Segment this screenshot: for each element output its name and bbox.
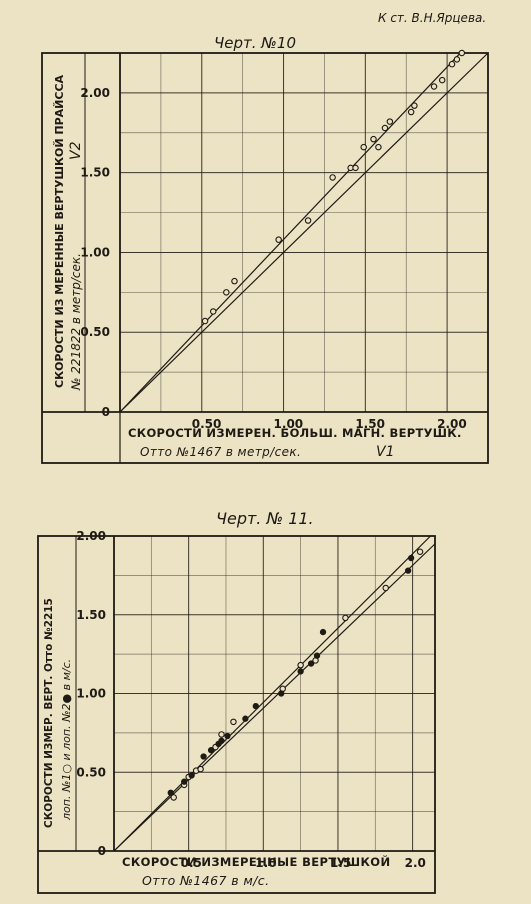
chart-11-filled-point — [407, 554, 415, 562]
chart-10-open-point — [360, 143, 367, 151]
chart-10-grid — [120, 52, 489, 412]
chart-11-filled-point — [307, 660, 315, 667]
chart-10-open-point — [375, 143, 382, 151]
chart-11-reference-lines — [113, 535, 436, 852]
chart-10-open-point — [458, 49, 466, 57]
chart-10-ylabel2: № 221822 в метр/сек. — [69, 253, 83, 391]
chart-10-ytick-label: 1.00 — [80, 245, 110, 259]
chart-11-ylabel2: лоп. №1○ и лоп. №2● в м/с. — [60, 659, 73, 821]
chart-11-points — [167, 548, 424, 801]
chart-11-xlabel: СКОРОСТИ ИЗМЕРЕННЫЕ ВЕРТУШКОЙ — [122, 854, 391, 869]
chart-11-filled-point — [297, 668, 304, 675]
chart-10-open-point — [352, 164, 359, 172]
chart-11-open-point — [342, 614, 349, 622]
chart-10-ytick-label: 0.50 — [80, 325, 110, 339]
chart-10-open-point — [275, 236, 282, 243]
chart-11-xtick-label: 1.0 — [255, 856, 276, 870]
chart-10-open-point — [411, 102, 418, 109]
chart-10-title: Черт. №10 — [214, 34, 296, 52]
chart-11-ylabel: СКОРОСТИ ИЗМЕР. ВЕРТ. Отто №2215 — [43, 598, 55, 828]
chart-10-xlabel2: Отто №1467 в метр/сек. — [140, 445, 301, 459]
chart-10-open-point — [438, 76, 446, 84]
chart-10-xsymbol: V1 — [376, 444, 394, 460]
chart-11-open-point — [416, 548, 424, 555]
chart-11-filled-point — [200, 753, 207, 760]
chart-10-line-1 — [119, 50, 463, 413]
chart-11-grid — [114, 535, 435, 851]
chart-11-filled-point — [207, 747, 215, 754]
chart-10-xtick-label: 1.00 — [274, 417, 304, 431]
chart-11-title: Черт. № 11. — [216, 509, 314, 528]
chart-11-ytick-label: 0 — [98, 844, 106, 858]
chart-10-ytick-label: 1.50 — [80, 166, 110, 180]
chart-11-open-point — [170, 794, 177, 801]
chart-10-open-point — [448, 60, 456, 68]
chart-10-points — [201, 49, 466, 325]
chart-11-tick-labels: 0.5 1.0 1.5 2.000.501.001.502.00 — [76, 529, 425, 870]
chart-11-open-point — [218, 731, 225, 738]
chart-11-filled-point — [188, 772, 195, 779]
chart-10-open-point — [201, 317, 209, 325]
chart-10-ytick-label: 0 — [102, 405, 110, 419]
chart-10-open-point — [381, 124, 389, 132]
chart-10-ysymbol: V2 — [68, 141, 84, 160]
chart-10-open-point — [407, 108, 415, 116]
chart-11-filled-point — [242, 715, 249, 722]
chart-11-ytick-label: 0.50 — [76, 765, 106, 779]
chart-10-xtick-label: 2.00 — [437, 417, 467, 431]
chart-11-ytick-label: 1.50 — [76, 608, 106, 622]
chart-11-line-2 — [113, 543, 436, 852]
chart-10-open-point — [370, 135, 377, 143]
chart-10-xtick-label: 1.50 — [355, 417, 385, 431]
chart-10-ytick-label: 2.00 — [80, 86, 110, 100]
chart-10-open-point — [223, 289, 230, 296]
chart-11-filled-point — [167, 789, 174, 796]
chart-11: Черт. № 11. 0.5 1.0 1.5 2.000.501.001.502.0… — [37, 509, 436, 894]
chart-10-ylabel: СКОРОСТИ ИЗ МЕРЕННЫЕ ВЕРТУШКОЙ ПРАЙССА — [53, 74, 66, 388]
chart-10-xlabel: СКОРОСТИ ИЗМЕРЕН. БОЛЬШ. МАГН. ВЕРТУШК. — [128, 426, 462, 440]
chart-10-open-point — [453, 56, 461, 63]
chart-11-ytick-label: 1.00 — [76, 687, 106, 701]
chart-10-open-point — [386, 118, 394, 125]
chart-11-filled-point — [313, 652, 321, 659]
chart-10-tick-labels: 0.50 1.00 1.50 2.00 0 0.50 1.00 1.50 2.00 — [80, 86, 466, 431]
chart-11-filled-point — [252, 702, 259, 710]
chart-11-xtick-label: 1.5 — [330, 856, 351, 870]
chart-11-xtick-label: 0.5 — [181, 856, 202, 870]
chart-11-filled-point — [278, 690, 285, 697]
chart-11-xlabel2: Отто №1467 в м/с. — [142, 873, 269, 888]
chart-11-open-point — [297, 661, 304, 669]
chart-11-open-point — [230, 718, 237, 726]
chart-10-reference-lines — [119, 50, 489, 413]
chart-10: Черт. №10 0.50 1.00 1.50 2.00 0 0.50 1.00 1.50 2… — [41, 34, 489, 464]
attribution-note: К ст. В.Н.Ярцева. — [378, 11, 486, 25]
chart-10-xtick-label: 0.50 — [192, 417, 222, 431]
chart-11-ytick-label: 2.00 — [76, 529, 106, 543]
chart-11-open-point — [197, 765, 204, 773]
chart-10-open-point — [231, 277, 238, 285]
chart-11-xtick-label: 2.0 — [405, 856, 426, 870]
chart-11-filled-point — [319, 628, 327, 636]
chart-11-filled-point — [224, 732, 231, 740]
chart-10-line-2 — [119, 52, 489, 413]
chart-11-filled-point — [181, 778, 188, 785]
chart-11-line-1 — [113, 535, 431, 852]
chart-11-filled-point — [218, 737, 225, 744]
chart-10-open-point — [430, 83, 438, 90]
chart-11-filled-point — [404, 567, 412, 574]
chart-10-open-point — [329, 174, 336, 181]
chart-11-open-point — [382, 584, 389, 592]
chart-10-open-point — [209, 308, 217, 315]
chart-10-open-point — [304, 217, 312, 224]
